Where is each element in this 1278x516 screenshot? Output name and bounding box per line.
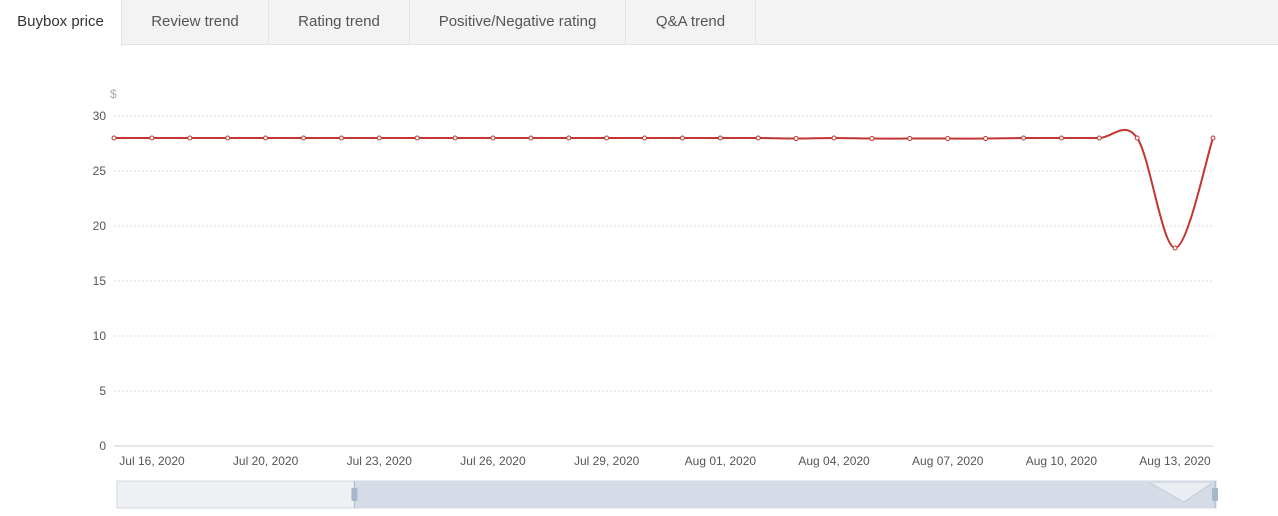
y-tick-label: 5 bbox=[99, 384, 106, 398]
x-tick-label: Jul 16, 2020 bbox=[119, 454, 185, 468]
price-point[interactable] bbox=[263, 135, 269, 141]
price-point[interactable] bbox=[983, 136, 989, 142]
price-point[interactable] bbox=[717, 135, 723, 141]
price-point[interactable] bbox=[604, 135, 610, 141]
price-point[interactable] bbox=[149, 135, 155, 141]
x-tick-label: Jul 23, 2020 bbox=[347, 454, 413, 468]
zoom-selected-range[interactable] bbox=[354, 481, 1216, 508]
price-point[interactable] bbox=[1210, 135, 1216, 141]
price-point[interactable] bbox=[1058, 135, 1064, 141]
y-tick-label: 0 bbox=[99, 439, 106, 453]
tab-rating-trend[interactable]: Rating trend bbox=[269, 0, 410, 45]
price-point[interactable] bbox=[187, 135, 193, 141]
price-point[interactable] bbox=[642, 135, 648, 141]
x-axis: Jul 16, 2020 Jul 20, 2020 Jul 23, 2020 Jul … bbox=[114, 445, 1213, 468]
price-point[interactable] bbox=[831, 135, 837, 141]
y-tick-label: 25 bbox=[93, 164, 107, 178]
tab-positive-negative-rating[interactable]: Positive/Negative rating bbox=[410, 0, 626, 45]
price-point[interactable] bbox=[338, 135, 344, 141]
price-point[interactable] bbox=[679, 135, 685, 141]
price-point[interactable] bbox=[528, 135, 534, 141]
price-point[interactable] bbox=[225, 135, 231, 141]
price-point[interactable] bbox=[1134, 135, 1140, 141]
y-tick-label: 10 bbox=[93, 329, 107, 343]
price-point[interactable] bbox=[452, 135, 458, 141]
price-point[interactable] bbox=[111, 135, 117, 141]
price-point[interactable] bbox=[869, 136, 875, 142]
y-tick-label: 15 bbox=[93, 274, 107, 288]
x-tick-label: Jul 26, 2020 bbox=[460, 454, 526, 468]
price-point[interactable] bbox=[907, 136, 913, 142]
price-point[interactable] bbox=[1096, 135, 1102, 141]
price-point[interactable] bbox=[300, 135, 306, 141]
y-tick-label: 20 bbox=[93, 219, 107, 233]
y-tick-label: 30 bbox=[93, 109, 107, 123]
x-tick-label: Aug 10, 2020 bbox=[1026, 454, 1098, 468]
x-tick-label: Jul 29, 2020 bbox=[574, 454, 640, 468]
price-point[interactable] bbox=[1021, 135, 1027, 141]
price-point[interactable] bbox=[1172, 245, 1178, 251]
tab-bar: Buybox price Review trend Rating trend P… bbox=[0, 0, 1278, 46]
y-unit-label: $ bbox=[110, 87, 117, 101]
x-tick-label: Aug 04, 2020 bbox=[798, 454, 870, 468]
grid-lines bbox=[114, 115, 1213, 447]
x-tick-label: Aug 07, 2020 bbox=[912, 454, 984, 468]
data-zoom-slider[interactable] bbox=[116, 480, 1218, 509]
price-line bbox=[114, 128, 1214, 250]
tab-buybox-price[interactable]: Buybox price bbox=[0, 0, 122, 46]
zoom-preview-line bbox=[1149, 482, 1213, 503]
price-point[interactable] bbox=[376, 135, 382, 141]
tab-qa-trend[interactable]: Q&A trend bbox=[626, 0, 756, 45]
x-tick-label: Aug 01, 2020 bbox=[685, 454, 757, 468]
x-tick-label: Jul 20, 2020 bbox=[233, 454, 299, 468]
x-tick-label: Aug 13, 2020 bbox=[1139, 454, 1211, 468]
price-point[interactable] bbox=[566, 135, 572, 141]
price-series bbox=[111, 128, 1216, 251]
price-point[interactable] bbox=[945, 136, 951, 142]
tab-review-trend[interactable]: Review trend bbox=[122, 0, 269, 45]
price-point[interactable] bbox=[414, 135, 420, 141]
price-point[interactable] bbox=[490, 135, 496, 141]
price-point[interactable] bbox=[793, 136, 799, 142]
y-axis: 0 5 10 15 20 25 30$ bbox=[93, 87, 117, 453]
price-point[interactable] bbox=[755, 135, 761, 141]
